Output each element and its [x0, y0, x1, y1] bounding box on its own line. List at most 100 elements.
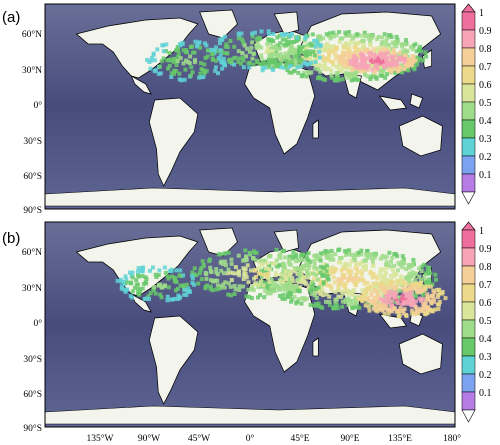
field-cell	[134, 278, 139, 283]
field-cell	[389, 309, 394, 314]
field-cell	[296, 56, 301, 61]
field-cell	[381, 288, 386, 293]
field-cell	[169, 297, 174, 302]
field-cell	[313, 66, 318, 71]
field-cell	[411, 286, 416, 291]
field-cell	[167, 63, 172, 68]
field-cell	[260, 65, 265, 70]
field-cell	[185, 59, 190, 64]
field-cell	[264, 261, 269, 265]
field-cell	[242, 273, 247, 278]
field-cell	[356, 250, 361, 255]
field-cell	[384, 260, 389, 265]
colorbar-segment	[461, 337, 476, 357]
field-cell	[338, 294, 343, 299]
field-cell	[349, 53, 354, 57]
field-cell	[290, 50, 295, 54]
field-cell	[226, 281, 231, 286]
field-cell	[428, 298, 432, 303]
field-cell	[318, 282, 323, 286]
field-cell	[123, 274, 128, 279]
field-cell	[331, 30, 336, 35]
field-cell	[343, 264, 348, 269]
field-cell	[337, 30, 342, 34]
lat-label: 0°	[33, 318, 42, 329]
colorbar-segment	[461, 65, 476, 85]
field-cell	[388, 281, 393, 286]
field-cell	[290, 254, 295, 259]
colorbar-label: 0.2	[479, 370, 492, 381]
field-cell	[360, 38, 365, 43]
field-cell	[258, 279, 263, 284]
field-cell	[254, 250, 259, 255]
field-cell	[198, 71, 203, 76]
field-cell	[400, 49, 405, 54]
field-cell	[401, 311, 406, 316]
field-cell	[264, 266, 268, 271]
field-cell	[354, 272, 359, 277]
field-cell	[349, 291, 354, 296]
field-cell	[262, 62, 267, 67]
field-cell	[325, 249, 330, 254]
field-cell	[208, 47, 213, 52]
field-cell	[305, 43, 310, 48]
field-cell	[316, 285, 321, 290]
field-cell	[433, 272, 438, 277]
field-cell	[397, 57, 402, 62]
field-cell	[153, 291, 158, 296]
field-cell	[134, 282, 139, 287]
field-cell	[394, 39, 399, 44]
field-cell	[289, 270, 294, 275]
field-cell	[371, 263, 376, 268]
field-cell	[380, 68, 385, 73]
field-cell	[163, 270, 168, 275]
field-cell	[214, 287, 219, 292]
field-cell	[173, 288, 178, 293]
field-cell	[374, 62, 379, 67]
field-cell	[192, 282, 197, 287]
field-cell	[141, 281, 146, 286]
field-cell	[363, 263, 368, 268]
field-cell	[372, 306, 376, 311]
field-cell	[327, 66, 331, 71]
field-cell	[404, 293, 409, 298]
field-cell	[297, 45, 302, 50]
field-cell	[349, 78, 354, 83]
field-cell	[312, 53, 317, 58]
field-cell	[339, 59, 344, 64]
field-cell	[392, 263, 397, 268]
field-cell	[395, 279, 400, 284]
field-cell	[165, 298, 170, 303]
field-cell	[352, 288, 357, 293]
field-cell	[389, 284, 394, 288]
field-cell	[162, 265, 167, 270]
field-cell	[413, 58, 418, 63]
field-cell	[261, 59, 266, 64]
field-cell	[318, 55, 322, 60]
field-cell	[260, 261, 265, 266]
field-cell	[300, 73, 305, 77]
field-cell	[267, 38, 272, 43]
field-cell	[329, 68, 334, 73]
field-cell	[404, 267, 409, 271]
field-cell	[289, 70, 294, 75]
field-cell	[328, 34, 333, 39]
field-cell	[258, 258, 263, 263]
panel-a	[44, 3, 456, 210]
field-cell	[277, 47, 281, 51]
colorbar-top-arrow	[461, 221, 476, 231]
field-cell	[276, 285, 281, 290]
field-cell	[414, 294, 419, 299]
field-cell	[297, 273, 302, 278]
field-cell	[350, 58, 355, 63]
field-cell	[389, 35, 394, 39]
lon-label: 0°	[246, 433, 255, 444]
field-cell	[261, 273, 266, 278]
field-cell	[288, 64, 293, 68]
field-cell	[166, 276, 171, 281]
field-cell	[339, 57, 344, 62]
field-cell	[368, 51, 373, 56]
field-cell	[343, 42, 348, 47]
field-cell	[167, 51, 172, 55]
field-cell	[339, 268, 344, 273]
